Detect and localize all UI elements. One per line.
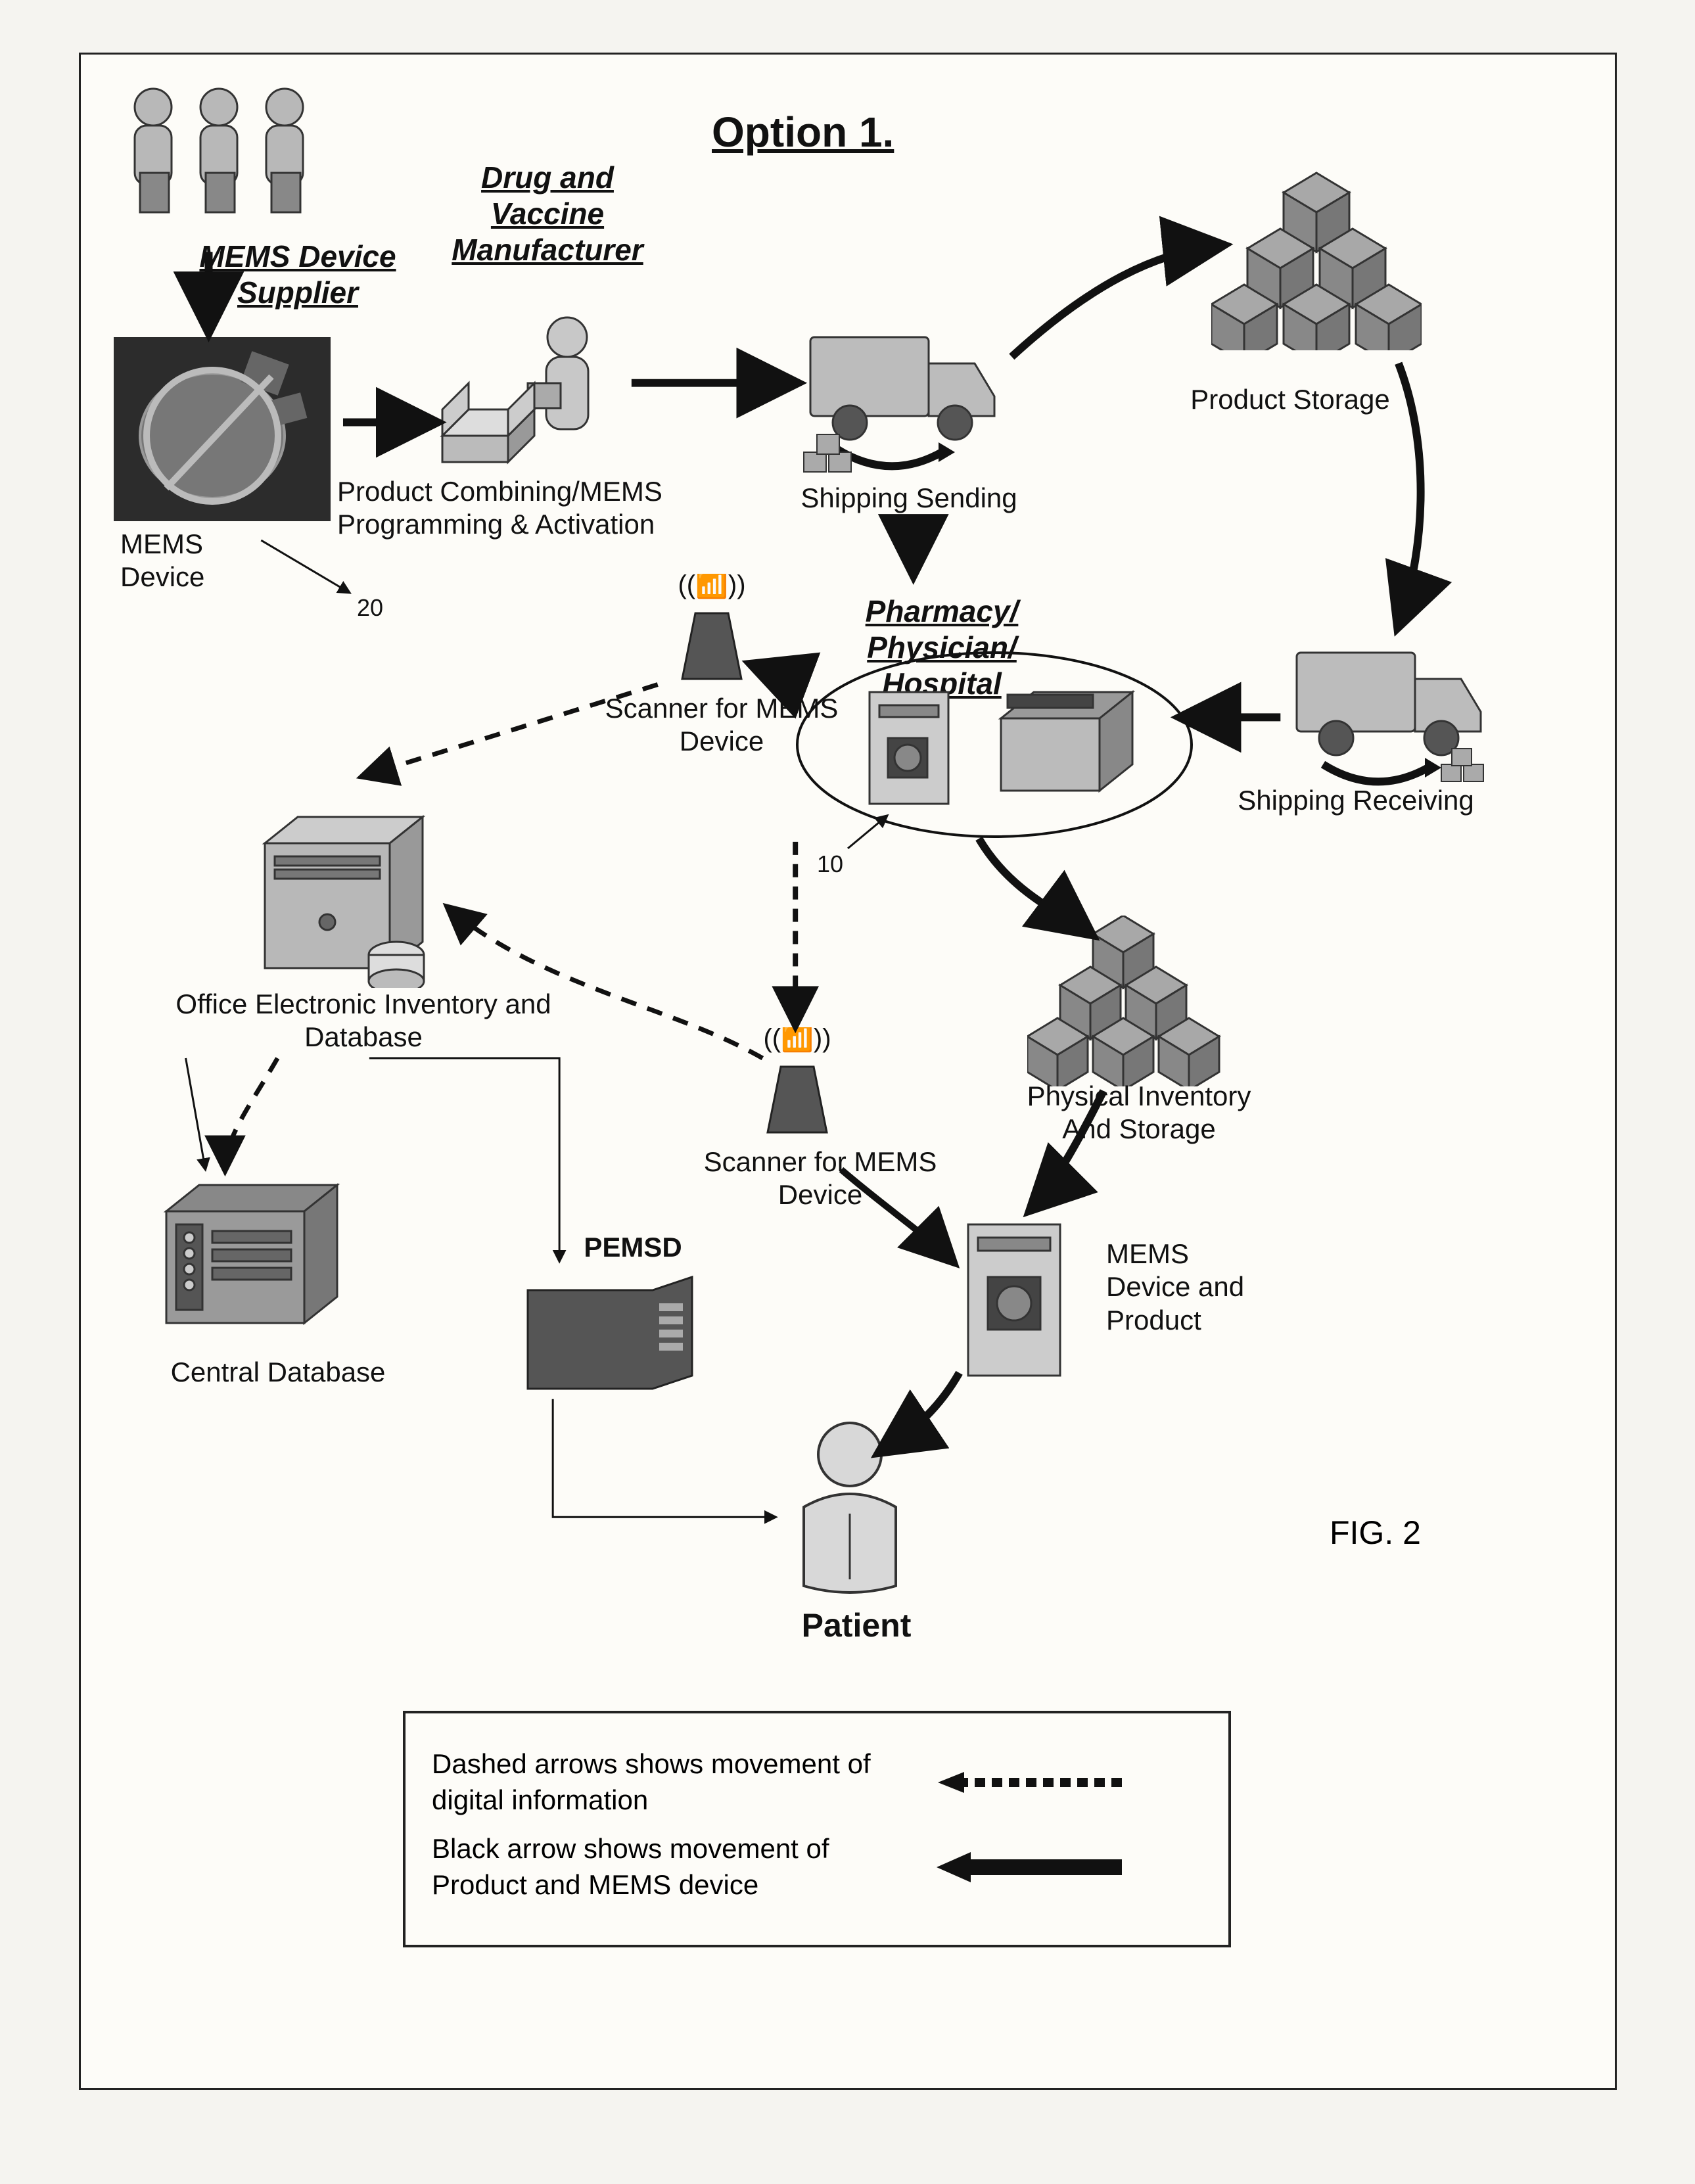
- label-scanner2: Scanner for MEMS Device: [699, 1146, 942, 1212]
- legend-box: Dashed arrows shows movement of digital …: [403, 1711, 1231, 1947]
- figure-label: FIG. 2: [1330, 1514, 1421, 1552]
- label-office-db: Office Electronic Inventory and Database: [166, 988, 561, 1054]
- pemsd-card-icon: [521, 1270, 705, 1405]
- label-scanner1: Scanner for MEMS Device: [600, 692, 843, 758]
- mems-product-icon: [955, 1211, 1086, 1392]
- svg-text:((📶)): ((📶)): [763, 1027, 831, 1053]
- legend-solid-text: Black arrow shows movement of Product an…: [432, 1831, 905, 1903]
- packing-icon: [429, 304, 639, 478]
- legend-dashed-text: Dashed arrows shows movement of digital …: [432, 1746, 905, 1818]
- diagram-canvas: Option 1. MEMS Device Supplier Drug and …: [79, 53, 1617, 2090]
- ref-20: 20: [357, 593, 383, 622]
- svg-text:((📶)): ((📶)): [678, 574, 745, 599]
- patient-icon: [778, 1415, 922, 1602]
- truck-send-icon: [791, 311, 1014, 485]
- label-physical-inv: Physical Inventory And Storage: [1001, 1080, 1277, 1146]
- label-shipping-sending: Shipping Sending: [784, 482, 1034, 515]
- physical-inv-icon: [1027, 916, 1224, 1090]
- label-product-combining: Product Combining/MEMS Programming & Act…: [337, 475, 705, 542]
- mems-device-image: [114, 337, 331, 521]
- legend-row-dashed: Dashed arrows shows movement of digital …: [432, 1746, 1202, 1818]
- legend-dashed-arrow-icon: [931, 1769, 1128, 1796]
- legend-solid-arrow-icon: [931, 1851, 1128, 1884]
- ref-10: 10: [817, 850, 843, 878]
- label-product-storage: Product Storage: [1159, 383, 1422, 416]
- central-db-icon: [160, 1172, 357, 1346]
- label-mems-product: MEMS Device and Product: [1106, 1238, 1277, 1337]
- storage-boxes-icon: [1211, 166, 1422, 354]
- truck-receive-icon: [1277, 626, 1500, 801]
- label-patient: Patient: [791, 1606, 922, 1645]
- role-drug-mfr: Drug and Vaccine Manufacturer: [436, 160, 659, 269]
- scanner1-icon: ((📶)): [659, 574, 764, 695]
- legend-row-solid: Black arrow shows movement of Product an…: [432, 1831, 1202, 1903]
- label-mems-device: MEMS Device: [120, 528, 239, 594]
- scanner2-icon: ((📶)): [745, 1027, 850, 1149]
- people-group-icon: [114, 81, 324, 255]
- label-shipping-receiving: Shipping Receiving: [1211, 784, 1500, 817]
- office-db-icon: [258, 804, 455, 991]
- pharmacy-group: [791, 646, 1198, 847]
- title-option1: Option 1.: [712, 107, 894, 158]
- label-pemsd: PEMSD: [567, 1231, 699, 1264]
- label-central-db: Central Database: [153, 1356, 403, 1389]
